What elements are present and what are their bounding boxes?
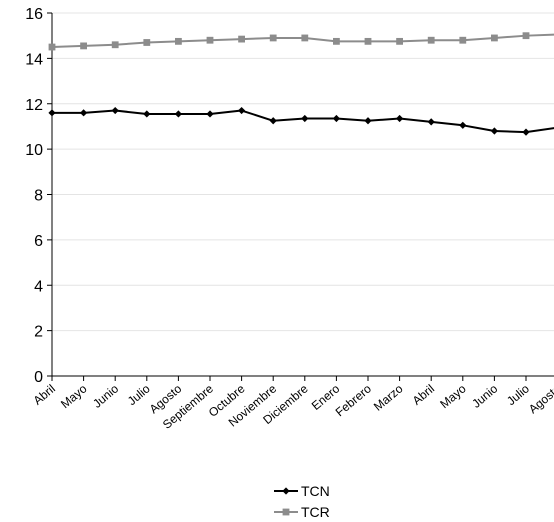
y-tick-label: 16 bbox=[25, 6, 43, 23]
data-point-tcn bbox=[459, 121, 467, 129]
y-tick-label: 12 bbox=[25, 97, 43, 114]
data-point-tcr bbox=[80, 42, 87, 50]
data-point-tcr bbox=[175, 37, 182, 45]
data-point-tcn bbox=[364, 117, 372, 125]
y-tick-label: 6 bbox=[34, 233, 43, 250]
data-point-tcn bbox=[332, 114, 340, 123]
x-tick-label: Junio bbox=[90, 381, 121, 410]
data-point-tcr bbox=[111, 41, 119, 49]
x-tick-label: Marzo bbox=[371, 381, 406, 413]
x-tick-label: Abril bbox=[410, 382, 437, 408]
data-point-tcn bbox=[111, 106, 119, 115]
data-point-tcn bbox=[206, 110, 214, 118]
data-point-tcn bbox=[143, 110, 151, 118]
data-point-tcn bbox=[522, 128, 530, 136]
legend-label-tcr: TCR bbox=[301, 504, 330, 520]
data-point-tcn bbox=[396, 114, 404, 123]
data-point-tcr bbox=[48, 43, 56, 51]
data-point-tcr bbox=[333, 37, 340, 45]
data-point-tcr bbox=[269, 34, 277, 42]
y-tick-label: 8 bbox=[34, 188, 43, 205]
x-tick-label: Agosto bbox=[526, 381, 554, 416]
data-point-tcn bbox=[269, 117, 277, 125]
y-tick-label: 10 bbox=[25, 142, 43, 159]
data-point-tcn bbox=[174, 110, 182, 118]
legend-label-tcn: TCN bbox=[301, 483, 330, 499]
x-tick-label: Mayo bbox=[58, 381, 90, 411]
data-point-tcr bbox=[491, 34, 498, 42]
data-point-tcr bbox=[522, 32, 530, 40]
y-tick-label: 2 bbox=[34, 324, 43, 341]
data-point-tcr bbox=[427, 36, 435, 44]
data-point-tcr bbox=[206, 36, 214, 44]
y-tick-label: 4 bbox=[34, 278, 43, 295]
series-lines bbox=[48, 32, 554, 136]
data-point-tcr bbox=[143, 39, 151, 46]
gridlines bbox=[52, 12, 554, 332]
data-point-tcn bbox=[427, 118, 435, 126]
data-point-tcr bbox=[396, 37, 403, 45]
y-tick-label: 0 bbox=[34, 369, 43, 386]
data-point-tcr bbox=[238, 35, 245, 43]
data-point-tcn bbox=[80, 109, 88, 117]
legend: TCN TCR bbox=[274, 483, 330, 520]
y-tick-label: 14 bbox=[25, 51, 43, 68]
data-point-tcn bbox=[490, 127, 498, 135]
legend-marker-tcr bbox=[282, 508, 290, 516]
legend-marker-tcn bbox=[282, 487, 290, 495]
x-tick-label: Mayo bbox=[437, 381, 469, 411]
data-point-tcn bbox=[48, 109, 56, 117]
data-point-tcn bbox=[301, 114, 309, 123]
x-tick-label: Febrero bbox=[333, 381, 374, 419]
data-point-tcr bbox=[459, 36, 467, 44]
series-line-tcn bbox=[52, 109, 554, 134]
data-point-tcr bbox=[364, 37, 372, 45]
x-tick-label: Junio bbox=[469, 381, 500, 410]
data-point-tcr bbox=[301, 34, 309, 42]
data-point-tcn bbox=[238, 106, 246, 115]
